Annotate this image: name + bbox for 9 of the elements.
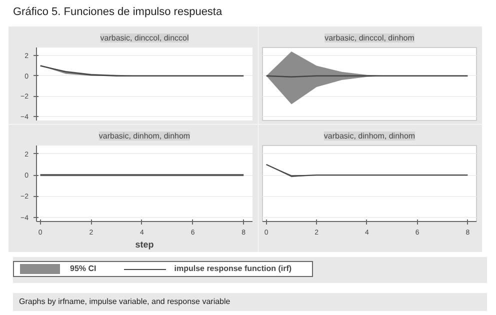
text: Gráfico 5. Funciones de impulso respuesta — [13, 5, 222, 20]
chart-title: varbasic, dinhom, dinhom — [324, 132, 416, 140]
chart-title: varbasic, dinhom, dinhom — [98, 132, 190, 140]
text: impulse response function (irf) — [174, 263, 292, 275]
text: 95% CI — [70, 263, 96, 275]
chart-title: varbasic, dinccol, dinhom — [324, 34, 415, 42]
x-axis-title: step — [135, 240, 154, 250]
text: Graphs by irfname, impulse variable, and response variable — [19, 296, 230, 308]
chart-title: varbasic, dinccol, dinccol — [100, 34, 189, 42]
